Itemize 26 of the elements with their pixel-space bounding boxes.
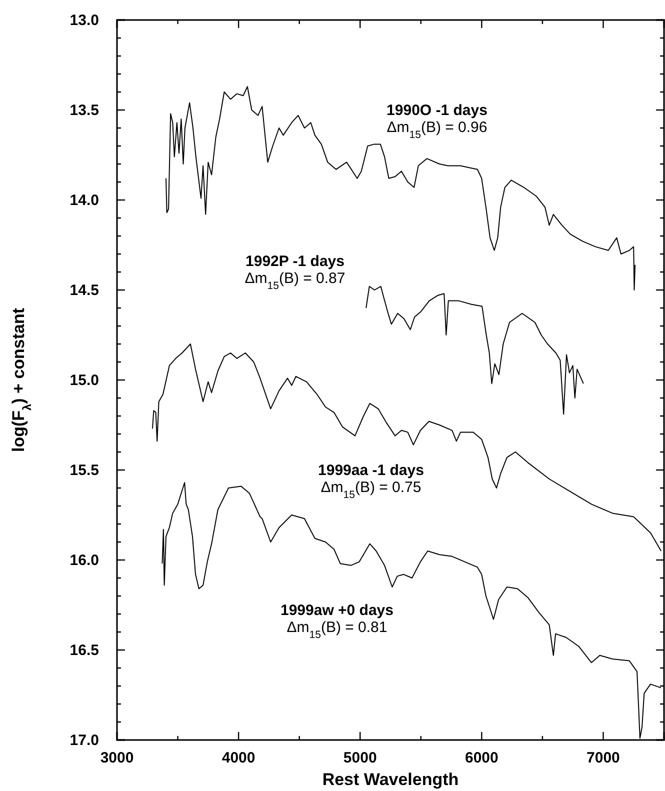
line-series (366, 286, 584, 415)
y-tick-label: 15.0 (70, 372, 99, 389)
x-axis-title: Rest Wavelength (322, 770, 459, 789)
annotation: Δm$_{15}$(B) = 0.87 (244, 270, 346, 292)
y-tick-label: 16.0 (70, 552, 99, 569)
x-tick-label: 4000 (222, 750, 256, 767)
y-tick-label: 16.5 (70, 642, 99, 659)
x-tick-label: 7000 (586, 750, 620, 767)
x-tick-label: 5000 (343, 750, 377, 767)
line-series (152, 344, 662, 552)
y-tick-label: 15.5 (70, 462, 99, 479)
x-tick-label: 3000 (100, 750, 134, 767)
y-tick-label: 17.0 (70, 732, 99, 749)
y-tick-label: 13.5 (70, 102, 99, 119)
series-label: 1990O -1 days (386, 102, 488, 119)
x-tick-label: 6000 (464, 750, 498, 767)
annotation: Δm$_{15}$(B) = 0.81 (286, 619, 388, 641)
line-series (165, 86, 636, 290)
series-label: 1999aa -1 days (318, 462, 424, 479)
series-label: 1999aw +0 days (280, 602, 394, 619)
y-tick-label: 14.5 (70, 282, 99, 299)
y-tick-label: 14.0 (70, 192, 99, 209)
annotation: Δm$_{15}$(B) = 0.75 (320, 479, 422, 501)
y-tick-label: 13.0 (70, 12, 99, 29)
annotation: Δm$_{15}$(B) = 0.96 (386, 119, 488, 141)
series-label: 1992P -1 days (246, 253, 344, 270)
